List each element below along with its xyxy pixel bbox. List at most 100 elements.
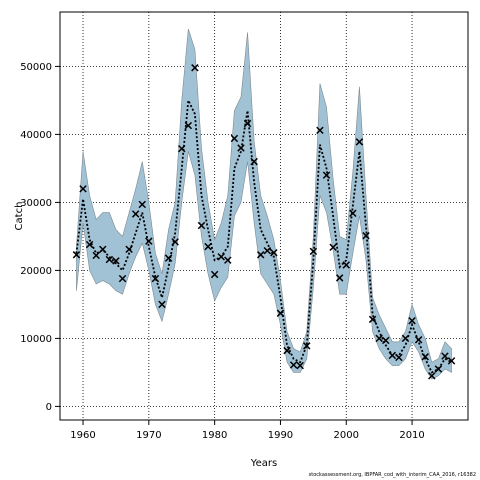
y-tick-label: 50000 (20, 62, 52, 73)
observed-point (72, 251, 81, 259)
observed-point (243, 119, 252, 128)
marker-stroke (283, 346, 291, 355)
observed-point (164, 254, 173, 262)
observed-point (395, 353, 403, 362)
observed-point (112, 257, 120, 265)
marker-stroke (447, 357, 456, 365)
axes: 1960 1970 1980 1990 2000 2010 0 10000 20000 30000… (20, 62, 425, 441)
observed-point (447, 357, 456, 365)
y-axis-label: Catch (14, 202, 25, 231)
marker-stroke (342, 261, 350, 269)
marker-stroke (355, 138, 364, 146)
marker-stroke (421, 353, 429, 361)
marker-stroke (72, 251, 81, 259)
observed-point (184, 121, 193, 130)
marker-stroke (99, 245, 107, 254)
observed-point (349, 209, 357, 218)
observed-point (118, 274, 127, 283)
observed-point (283, 346, 291, 355)
observed-point (362, 231, 370, 240)
observed-point (375, 334, 383, 343)
marker-stroke (296, 361, 304, 370)
marker-stroke (224, 256, 232, 264)
marker-stroke (349, 209, 357, 218)
marker-stroke (230, 134, 239, 143)
x-axis-label: Years (250, 458, 277, 469)
observed-point (263, 246, 272, 255)
marker-stroke (256, 251, 265, 259)
observed-point (145, 237, 153, 245)
confidence-band-layer (76, 28, 452, 380)
marker-stroke (408, 316, 416, 325)
marker-stroke (263, 246, 272, 255)
marker-stroke (184, 121, 193, 130)
observed-point (428, 372, 436, 380)
observed-point (191, 64, 199, 72)
observed-point (131, 210, 140, 218)
x-tick-label: 1990 (268, 430, 293, 441)
confidence-band (76, 28, 452, 380)
observed-point (85, 240, 94, 249)
estimate-line (75, 97, 452, 374)
marker-stroke (335, 274, 344, 282)
x-tick-label: 1970 (136, 430, 161, 441)
x-tick-label: 2000 (334, 430, 359, 441)
observed-point (382, 336, 390, 345)
source-caption: stockassessment.org, IBPFAR_cod_with_int… (308, 472, 476, 478)
observed-point (256, 251, 265, 259)
plot-frame (59, 11, 469, 421)
marker-stroke (401, 334, 410, 343)
observed-point (316, 126, 324, 135)
marker-stroke (243, 119, 252, 128)
observed-point (421, 353, 429, 361)
observed-point (237, 144, 245, 152)
y-tick-label: 20000 (20, 266, 52, 277)
observed-point (388, 351, 397, 360)
marker-stroke (362, 231, 370, 240)
marker-stroke (145, 237, 153, 245)
marker-stroke (303, 342, 311, 350)
marker-stroke (395, 353, 403, 362)
observed-point (230, 134, 239, 143)
observed-point (441, 352, 449, 360)
marker-stroke (289, 361, 298, 369)
observed-point (171, 238, 179, 246)
marker-stroke (105, 255, 114, 264)
marker-stroke (428, 372, 436, 380)
marker-stroke (441, 352, 449, 360)
observed-point (105, 255, 114, 264)
marker-stroke (276, 309, 285, 317)
marker-stroke (197, 221, 206, 230)
marker-stroke (204, 242, 212, 251)
observed-point (296, 361, 304, 370)
observed-point (434, 365, 443, 373)
observed-point (401, 334, 410, 343)
observed-point (309, 247, 318, 256)
observed-point (289, 361, 298, 369)
observed-point (138, 200, 146, 209)
marker-stroke (151, 274, 160, 283)
marker-stroke (250, 157, 258, 166)
marker-stroke (191, 64, 199, 72)
y-tick-label: 40000 (20, 130, 52, 141)
observed-point (125, 245, 133, 254)
observed-point (210, 270, 219, 279)
marker-stroke (368, 315, 377, 324)
observed-point (270, 248, 278, 257)
marker-stroke (375, 334, 383, 343)
estimate-line-layer (75, 97, 452, 374)
marker-stroke (309, 247, 318, 256)
marker-stroke (164, 254, 173, 262)
marker-stroke (316, 126, 324, 135)
y-tick-label: 30000 (20, 198, 52, 209)
marker-stroke (237, 144, 245, 152)
marker-stroke (79, 185, 87, 193)
observed-point (335, 274, 344, 282)
marker-stroke (210, 270, 219, 279)
observed-point (276, 309, 285, 317)
x-tick-label: 1980 (202, 430, 227, 441)
marker-stroke (138, 200, 146, 209)
marker-stroke (131, 210, 140, 218)
observed-point (329, 243, 337, 252)
